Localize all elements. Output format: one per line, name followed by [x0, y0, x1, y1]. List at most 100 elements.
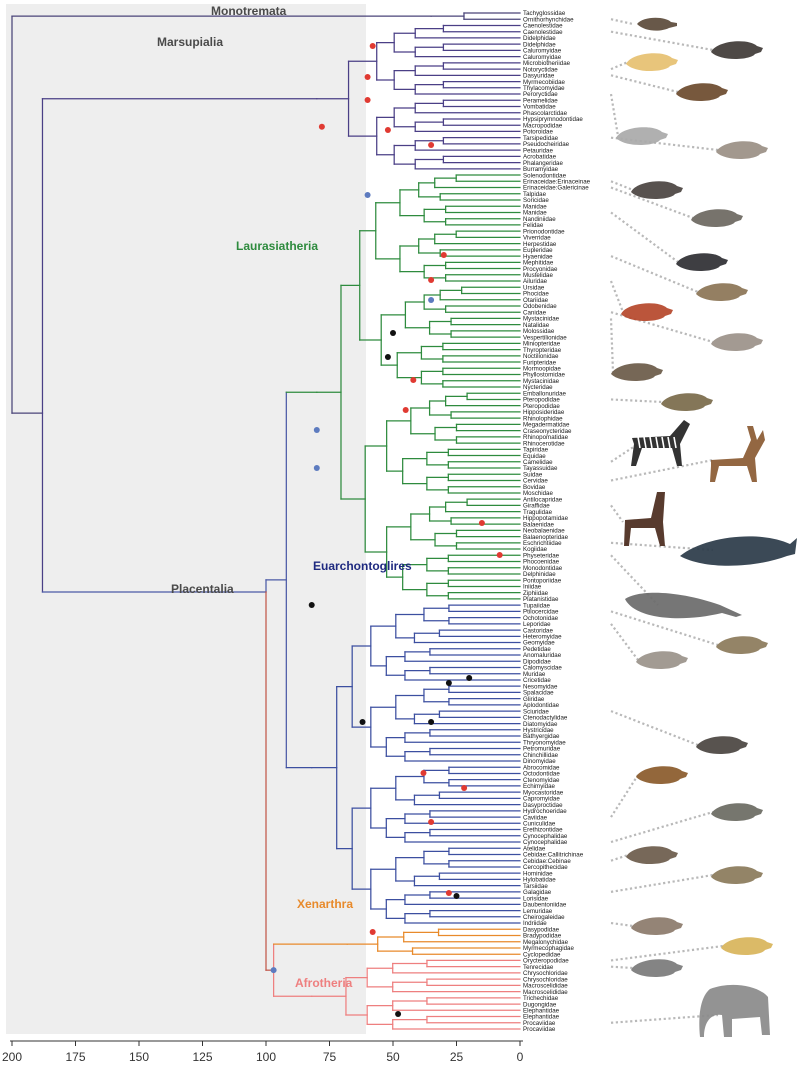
tip-label: Manidae — [523, 210, 547, 217]
tip-label: Erinaceidae:Galericinae — [523, 185, 589, 192]
axis-tick-label: 25 — [450, 1050, 464, 1064]
tip-label: Nesomyidae — [523, 683, 558, 690]
tip-label: Cynocephalidae — [523, 839, 568, 846]
tip-label: Megalonychidae — [523, 939, 569, 946]
branches — [11, 12, 521, 1030]
node-marker — [445, 890, 452, 896]
flying-fox-icon — [661, 393, 713, 411]
tip-label: Peramelidae — [523, 97, 558, 104]
tip-label: Balaenopteridae — [523, 534, 569, 541]
axis-tick-label: 75 — [323, 1050, 337, 1064]
time-shade-region — [6, 4, 366, 1034]
bilby-icon — [616, 127, 668, 145]
tip-label: Tarsipedidae — [523, 135, 559, 142]
platypus-icon — [637, 17, 677, 31]
tip-label: Rhinocerotidae — [523, 440, 565, 447]
tip-label: Noctilionidae — [523, 353, 559, 360]
tip-label: Myrmecobiidae — [523, 79, 566, 86]
tip-label: Chinchillidae — [523, 752, 559, 759]
tree-shrew-icon — [716, 636, 768, 654]
pangolin-icon — [676, 253, 728, 271]
tip-label: Hominidae — [523, 870, 553, 877]
tip-label: Galagidae — [523, 889, 552, 896]
connector-line — [610, 965, 634, 970]
tip-label: Antilocapridae — [523, 496, 563, 503]
tip-label: Otariidae — [523, 297, 549, 304]
tip-label: Dinomyidae — [523, 758, 556, 765]
tip-label: Cyclopedidae — [523, 951, 561, 958]
tip-label: Peroryctidae — [523, 91, 558, 98]
tip-label: Camelidae — [523, 459, 553, 466]
tip-label: Phascolarctidae — [523, 110, 568, 117]
tip-label: Mystacinidae — [523, 316, 560, 323]
tip-label: Cervidae — [523, 478, 548, 485]
tip-label: Mormoopidae — [523, 365, 561, 372]
tip-label: Notoryctidae — [523, 66, 558, 73]
axis-tick-label: 150 — [129, 1050, 149, 1064]
connector-line — [610, 554, 659, 606]
animal-illustrations — [611, 17, 797, 1037]
node-marker — [453, 893, 460, 899]
tip-label: Cynocephalidae — [523, 833, 568, 840]
connector-line — [610, 504, 624, 523]
tip-label: Caenolestidae — [523, 29, 563, 36]
okapi-icon — [624, 492, 665, 546]
connector-line — [610, 873, 714, 893]
label-placentalia: Placentalia — [171, 582, 234, 596]
tip-label: Acrobatidae — [523, 154, 557, 161]
tip-label: Ctenomyidae — [523, 777, 560, 784]
tip-label: Procyonidae — [523, 266, 558, 273]
tip-label: Ursidae — [523, 284, 545, 291]
tarsier-icon — [711, 866, 763, 884]
node-marker — [313, 427, 320, 433]
tip-label: Didelphidae — [523, 35, 556, 42]
node-marker — [428, 277, 435, 283]
tip-label: Neobalaenidae — [523, 528, 565, 535]
tip-label: Spalacidae — [523, 690, 554, 697]
tip-label: Hypsiprymnodontidae — [523, 116, 583, 123]
tip-label: Ptilocercidae — [523, 609, 559, 616]
connector-line — [610, 211, 679, 263]
node-marker — [428, 719, 435, 725]
tip-label: Hylobatidae — [523, 877, 556, 884]
elephant-icon — [699, 984, 770, 1037]
tip-label: Caviidae — [523, 814, 548, 821]
tip-label: Soricidae — [523, 197, 549, 204]
tip-label: Trichechidae — [523, 995, 559, 1002]
marsupial-mole-icon — [626, 53, 678, 71]
tip-label: Elephantidae — [523, 1014, 560, 1021]
tip-label: Tarsiidae — [523, 883, 548, 890]
connector-line — [610, 810, 714, 844]
tip-label: Macroscelididae — [523, 983, 568, 990]
quoll-icon — [676, 83, 728, 101]
node-marker — [384, 127, 391, 133]
tip-label: Felidae — [523, 222, 544, 229]
anteater-icon — [721, 937, 773, 955]
tip-label: Tragulidae — [523, 509, 553, 516]
hyena-icon — [696, 283, 748, 301]
connector-line — [610, 944, 724, 962]
connector-line — [610, 443, 639, 463]
node-marker — [410, 377, 417, 383]
axis-tick-label: 0 — [517, 1050, 524, 1064]
node-marker — [395, 1011, 402, 1017]
tip-label: Dasyuridae — [523, 73, 555, 80]
tip-label: Dipodidae — [523, 658, 551, 665]
tip-label: Petromuridae — [523, 746, 561, 753]
shrew-icon — [691, 209, 743, 227]
tip-label: Moschidae — [523, 490, 553, 497]
node-marker — [390, 330, 396, 336]
node-marker — [445, 680, 452, 686]
axis-tick-label: 100 — [256, 1050, 276, 1064]
label-afrotheria: Afrotheria — [295, 976, 353, 990]
tip-label: Echimyidae — [523, 783, 556, 790]
connector-line — [610, 710, 699, 747]
tip-label: Hystricidae — [523, 727, 554, 734]
tip-label: Caenolestidae — [523, 23, 563, 30]
tip-label: Emballonuridae — [523, 390, 567, 397]
connector-line — [610, 458, 714, 482]
colugo-icon — [711, 803, 763, 821]
hedgehog-icon — [631, 181, 683, 199]
